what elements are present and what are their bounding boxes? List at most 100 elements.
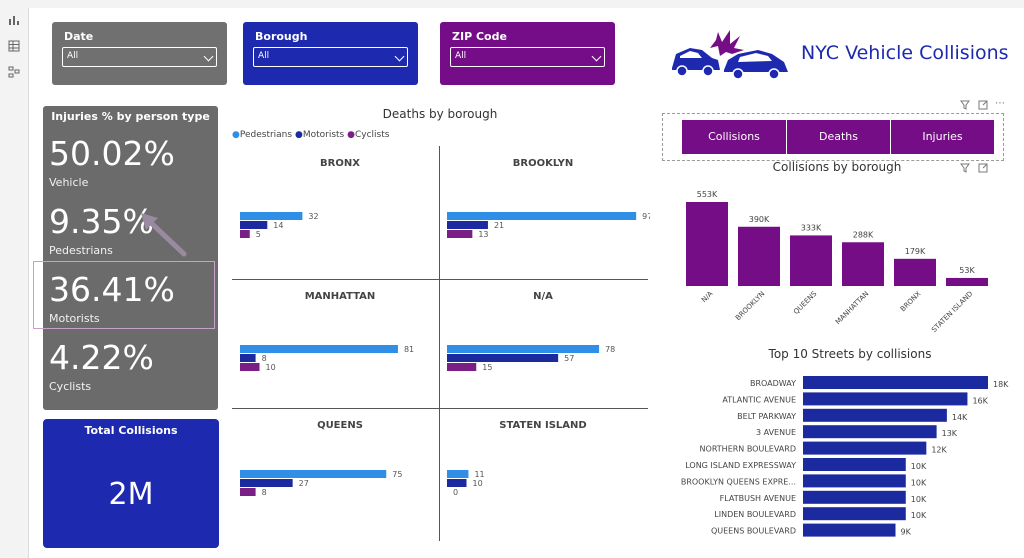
bar-manhattan[interactable] bbox=[842, 242, 884, 286]
bar-queens[interactable] bbox=[790, 235, 832, 286]
zip-code-slicer[interactable]: ZIP Code All bbox=[440, 22, 615, 85]
annotation-arrow-icon bbox=[141, 213, 187, 257]
tick-label: BRONX bbox=[899, 290, 923, 314]
data-label: 97 bbox=[642, 212, 650, 221]
total-collisions-title: Total Collisions bbox=[84, 424, 178, 437]
focus-mode-icon[interactable] bbox=[978, 163, 988, 173]
borough-slicer[interactable]: Borough All bbox=[243, 22, 418, 85]
report-title: NYC Vehicle Collisions bbox=[801, 42, 1009, 64]
panel-title: STATEN ISLAND bbox=[499, 420, 586, 431]
panel-title: MANHATTAN bbox=[305, 291, 376, 302]
bar-brooklyn[interactable] bbox=[738, 226, 780, 286]
bar-street[interactable] bbox=[803, 507, 906, 521]
pedestrians-label: Pedestrians bbox=[49, 244, 113, 257]
data-label: 5 bbox=[256, 230, 261, 239]
slicer-value: All bbox=[455, 51, 467, 61]
borough-dropdown[interactable]: All bbox=[253, 47, 408, 67]
motorists-selection-box[interactable] bbox=[33, 261, 215, 329]
date-slicer[interactable]: Date All bbox=[52, 22, 227, 85]
data-label: 81 bbox=[404, 345, 414, 354]
data-label: 57 bbox=[564, 354, 574, 363]
bar-street[interactable] bbox=[803, 490, 906, 504]
collisions-button[interactable]: Collisions bbox=[682, 120, 786, 154]
date-dropdown[interactable]: All bbox=[62, 47, 217, 67]
chevron-down-icon bbox=[203, 51, 214, 62]
bar-motorists[interactable] bbox=[447, 354, 559, 362]
vehicle-label: Vehicle bbox=[49, 176, 89, 189]
tick-label: N/A bbox=[700, 290, 715, 305]
data-label: 16K bbox=[972, 396, 988, 405]
bar-motorists[interactable] bbox=[240, 479, 293, 487]
bar-street[interactable] bbox=[803, 523, 896, 537]
deaths-button[interactable]: Deaths bbox=[787, 120, 890, 154]
tick-label: MANHATTAN bbox=[834, 290, 870, 326]
top-streets-chart: BROADWAY 18K ATLANTIC AVENUE 16K BELT PARKWA… bbox=[681, 376, 1009, 537]
bar-pedestrians[interactable] bbox=[447, 345, 600, 353]
legend-pedestrians: Pedestrians bbox=[239, 130, 293, 140]
slicer-value: All bbox=[67, 51, 79, 61]
data-label: 27 bbox=[299, 479, 309, 488]
more-options-icon[interactable]: ⋯ bbox=[995, 98, 1005, 109]
injuries-button[interactable]: Injuries bbox=[891, 120, 994, 154]
panel-title: QUEENS bbox=[317, 420, 363, 431]
filter-icon[interactable] bbox=[960, 163, 970, 173]
bar-pedestrians[interactable] bbox=[447, 470, 469, 478]
bar-pedestrians[interactable] bbox=[447, 212, 637, 220]
vehicle-percent: 50.02% bbox=[49, 134, 175, 173]
bar-pedestrians[interactable] bbox=[240, 470, 387, 478]
bar-n-a[interactable] bbox=[686, 202, 728, 286]
total-collisions-card: Total Collisions 2M bbox=[43, 419, 219, 548]
focus-mode-icon[interactable] bbox=[978, 100, 988, 110]
model-view-icon[interactable] bbox=[8, 66, 20, 78]
motorists-label: Motorists bbox=[49, 312, 100, 325]
data-label: 390K bbox=[749, 215, 770, 224]
bar-pedestrians[interactable] bbox=[240, 345, 398, 353]
view-rail bbox=[0, 8, 29, 558]
zip-code-dropdown[interactable]: All bbox=[450, 47, 605, 67]
data-label: 12K bbox=[931, 446, 947, 455]
motorists-percent: 36.41% bbox=[49, 270, 175, 309]
bar-motorists[interactable] bbox=[447, 479, 467, 487]
report-view-icon[interactable] bbox=[8, 14, 20, 26]
data-view-icon[interactable] bbox=[8, 40, 20, 52]
bar-cyclists[interactable] bbox=[447, 363, 477, 371]
bar-motorists[interactable] bbox=[240, 221, 268, 229]
injuries-card-title: Injuries % by person type bbox=[51, 110, 210, 123]
bar-cyclists[interactable] bbox=[240, 488, 256, 496]
bar-cyclists[interactable] bbox=[240, 230, 250, 238]
data-label: 179K bbox=[905, 247, 926, 256]
bar-staten-island[interactable] bbox=[946, 277, 988, 286]
bar-street[interactable] bbox=[803, 425, 937, 439]
tick-label: STATEN ISLAND bbox=[930, 290, 974, 333]
bar-cyclists[interactable] bbox=[447, 230, 473, 238]
data-label: 8 bbox=[262, 488, 267, 497]
data-label: 14 bbox=[273, 221, 283, 230]
bar-street[interactable] bbox=[803, 474, 906, 488]
bar-motorists[interactable] bbox=[240, 354, 256, 362]
tick-label: LINDEN BOULEVARD bbox=[714, 510, 796, 519]
legend-cyclists-marker: ● bbox=[347, 130, 355, 140]
bar-street[interactable] bbox=[803, 376, 988, 389]
bar-street[interactable] bbox=[803, 441, 927, 455]
panel-title: BRONX bbox=[320, 158, 360, 169]
filter-icon[interactable] bbox=[960, 100, 970, 110]
bar-cyclists[interactable] bbox=[240, 363, 260, 371]
car-crash-icon bbox=[672, 30, 788, 80]
bar-bronx[interactable] bbox=[894, 258, 936, 286]
data-label: 78 bbox=[605, 345, 615, 354]
data-label: 75 bbox=[392, 470, 402, 479]
collisions-chart-title: Collisions by borough bbox=[772, 160, 902, 174]
bar-street[interactable] bbox=[803, 392, 968, 406]
slicer-label: Date bbox=[64, 30, 94, 43]
bar-street[interactable] bbox=[803, 458, 906, 471]
data-label: 10 bbox=[473, 479, 483, 488]
data-label: 288K bbox=[853, 230, 874, 239]
data-label: 10 bbox=[266, 363, 276, 372]
bar-motorists[interactable] bbox=[447, 221, 488, 229]
slicer-value: All bbox=[258, 51, 270, 61]
data-label: 8 bbox=[262, 354, 267, 363]
panel-divider-vertical bbox=[439, 146, 440, 541]
bar-street[interactable] bbox=[803, 408, 947, 422]
chevron-down-icon bbox=[591, 51, 602, 62]
bar-pedestrians[interactable] bbox=[240, 212, 303, 220]
